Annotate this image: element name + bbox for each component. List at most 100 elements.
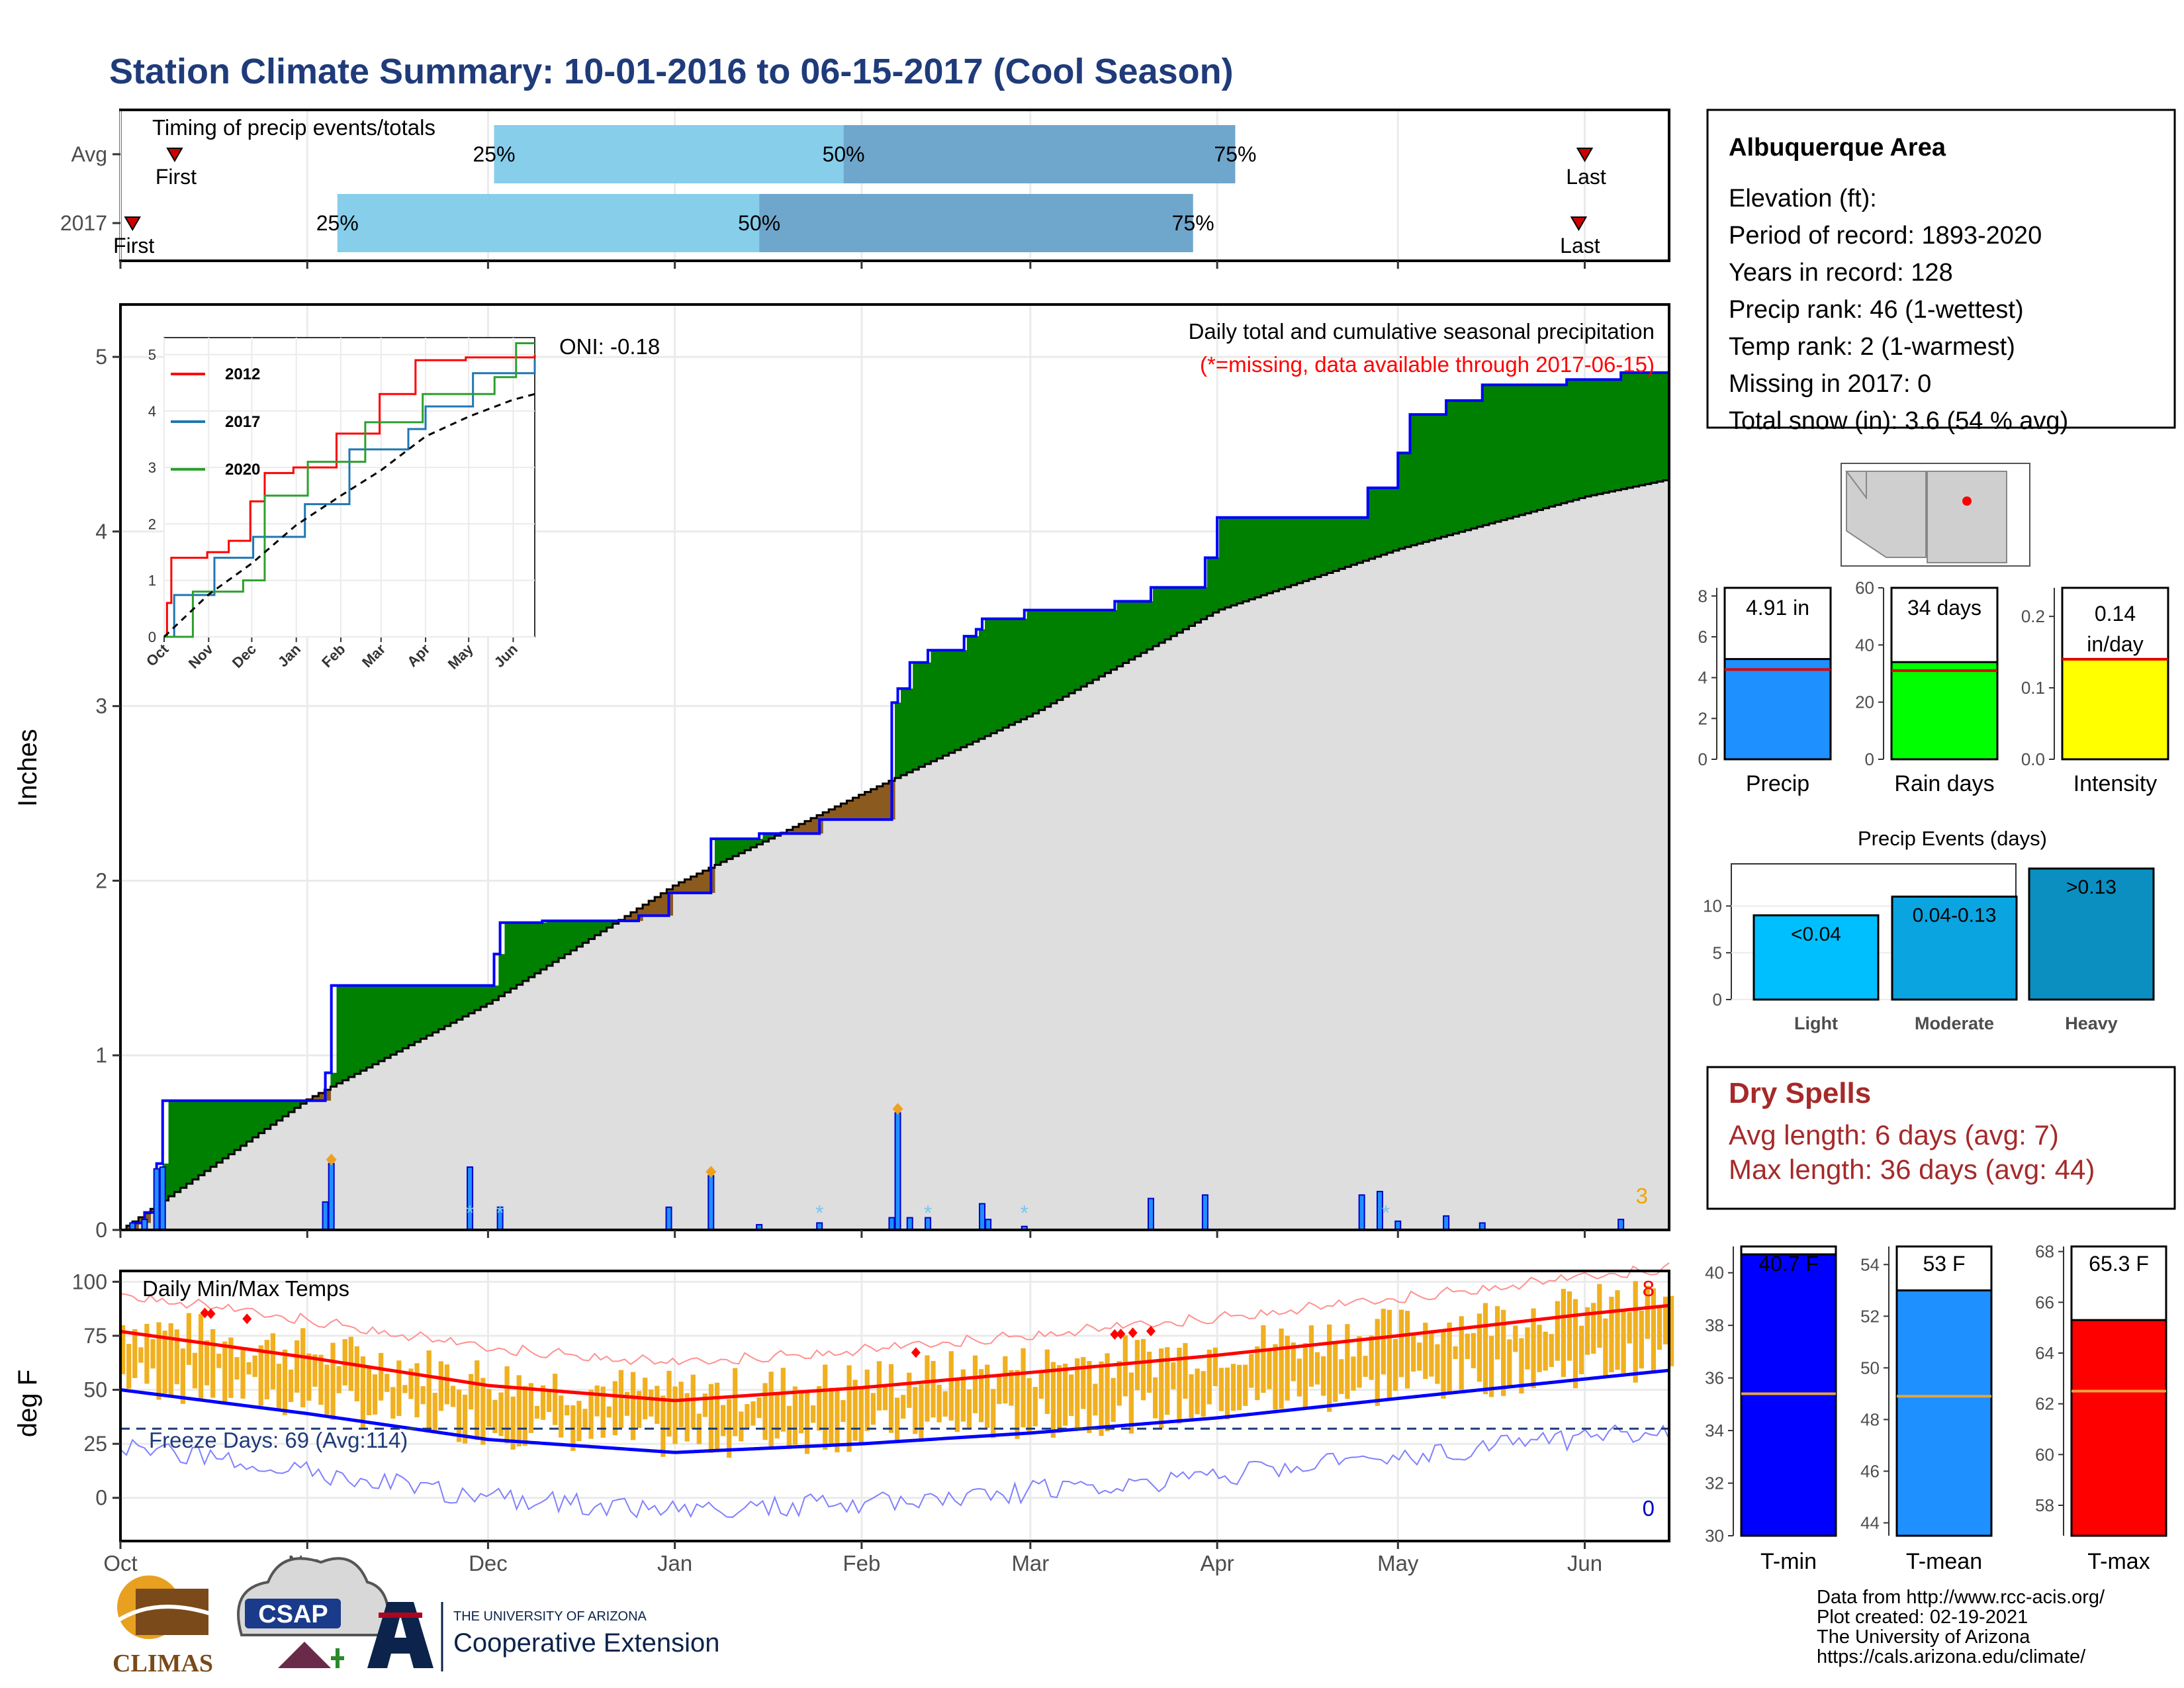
daily-temp-bar — [739, 1411, 744, 1442]
precip-y-tick-label: 5 — [95, 345, 107, 369]
daily-temp-bar — [1387, 1309, 1392, 1399]
daily-temp-bar — [168, 1323, 173, 1398]
precip-y-tick-label: 2 — [95, 868, 107, 892]
daily-temp-bar — [300, 1328, 306, 1407]
daily-temp-bar — [1302, 1343, 1308, 1408]
daily-temp-bar — [1375, 1319, 1380, 1406]
timing-bar-q50-75 — [759, 194, 1193, 252]
daily-temp-bar — [1615, 1290, 1620, 1370]
snow-day-marker: * — [496, 1201, 504, 1225]
daily-precip-bar — [1617, 1219, 1625, 1231]
daily-temp-bar — [354, 1346, 359, 1401]
daily-temp-bar — [270, 1333, 275, 1389]
daily-precip-bar — [153, 1168, 160, 1231]
daily-temp-bar — [1567, 1291, 1572, 1361]
date-axis-tick-label: Jan — [657, 1551, 692, 1575]
daily-temp-bar — [1578, 1325, 1584, 1374]
dry-spells-avg: Avg length: 6 days (avg: 7) — [1729, 1119, 2059, 1150]
inset-y-tick-label: 1 — [148, 573, 156, 589]
daily-temp-bar — [1447, 1322, 1452, 1392]
timing-p25-label: 25% — [473, 142, 515, 166]
daily-temp-bar — [1177, 1347, 1182, 1424]
daily-precip-bar — [1201, 1194, 1208, 1231]
date-axis-tick-label: Mar — [1011, 1551, 1049, 1575]
oni-value: ONI: -0.18 — [559, 334, 660, 359]
climas-logo-mesa — [136, 1589, 208, 1635]
record-high-marker — [1146, 1325, 1156, 1336]
daily-temp-bar — [1345, 1324, 1350, 1399]
daily-temp-bar — [714, 1382, 720, 1452]
daily-temp-bar — [522, 1386, 527, 1446]
daily-temp-bar — [1543, 1331, 1548, 1371]
daily-temp-bar — [480, 1378, 486, 1445]
timing-p75-label: 75% — [1214, 142, 1256, 166]
daily-temp-bar — [1075, 1358, 1080, 1429]
precip-panel-frame — [119, 303, 1670, 1231]
summary-bar-tick-label: 60 — [1855, 578, 1874, 598]
temp-panel: 0 25 50 75 100 deg F Daily Min/Max Temps Fre… — [13, 1262, 1674, 1542]
daily-temp-bar — [540, 1385, 546, 1420]
temp-bar-tick-label: 44 — [1860, 1513, 1880, 1532]
csap-logo-text: CSAP — [258, 1601, 328, 1628]
temp-y-label: deg F — [13, 1370, 42, 1437]
date-axis-tick-label: Apr — [1200, 1551, 1234, 1575]
daily-temp-bar — [1314, 1352, 1320, 1385]
daily-temp-bar — [649, 1389, 654, 1417]
daily-temp-bar — [1308, 1325, 1314, 1387]
timing-p75-label: 75% — [1172, 211, 1214, 235]
daily-temp-bar — [546, 1391, 552, 1413]
daily-temp-bar — [360, 1356, 366, 1429]
daily-temp-bar — [1351, 1356, 1356, 1391]
inset-series-line-2012 — [164, 354, 536, 638]
daily-temp-bar — [1537, 1325, 1542, 1372]
daily-temp-bar — [132, 1329, 138, 1378]
daily-temp-bar — [438, 1361, 443, 1411]
temp-bar-tick-label: 62 — [2035, 1394, 2054, 1414]
timing-panel-title: Timing of precip events/totals — [152, 115, 435, 140]
daily-temp-bar — [678, 1382, 684, 1427]
daily-temp-bar — [612, 1381, 617, 1436]
date-axis-tick-label: Oct — [103, 1551, 137, 1575]
summary-bar-name: Rain days — [1894, 771, 1994, 796]
daily-temp-bar — [919, 1384, 924, 1442]
daily-temp-bar — [1603, 1318, 1608, 1378]
average-cumulative-area — [120, 480, 1669, 1230]
summary-bar-precip — [1723, 658, 1832, 761]
daily-temp-bar — [1032, 1387, 1038, 1427]
events-y-tick-label: 10 — [1703, 896, 1722, 916]
daily-temp-bar — [1429, 1333, 1434, 1377]
station-info-line: Elevation (ft): — [1729, 185, 1877, 212]
daily-temp-bar — [1044, 1349, 1050, 1414]
record-low-count: 0 — [1643, 1496, 1655, 1521]
daily-temp-bar — [985, 1364, 990, 1429]
record-precip-marker — [326, 1153, 337, 1166]
daily-temp-bar — [1555, 1301, 1560, 1361]
daily-temp-bar — [997, 1374, 1002, 1404]
daily-temp-bar — [811, 1405, 816, 1423]
csap-logo-banner — [245, 1599, 341, 1628]
average-max-temp-line — [120, 1303, 1670, 1403]
temp-y-tick-label: 0 — [95, 1486, 107, 1510]
snow-day-marker: * — [1382, 1201, 1390, 1225]
daily-temp-bar — [882, 1384, 888, 1411]
daily-temp-bar — [823, 1364, 828, 1450]
daily-temp-bar — [486, 1389, 492, 1427]
temp-bar-tick-label: 38 — [1705, 1315, 1724, 1335]
daily-temp-bar — [1609, 1296, 1614, 1373]
daily-temp-bar — [1471, 1333, 1476, 1368]
daily-temp-bar — [222, 1341, 228, 1402]
daily-temp-bar — [516, 1375, 522, 1447]
daily-temp-bar — [396, 1360, 402, 1417]
daily-precip-bar — [985, 1219, 992, 1231]
daily-temp-bar — [456, 1389, 462, 1442]
daily-temp-bar — [1050, 1362, 1056, 1438]
daily-temp-bar — [1494, 1306, 1500, 1360]
daily-temp-bar — [1279, 1328, 1284, 1409]
daily-temp-bar — [1441, 1329, 1446, 1399]
precip-event-bar-moderate — [1891, 895, 2018, 1001]
daily-temp-bar — [1482, 1303, 1488, 1395]
precip-event-category: Heavy — [2065, 1013, 2118, 1033]
precip-event-bar-label: <0.04 — [1791, 923, 1841, 945]
summary-bar-tick-label: 20 — [1855, 692, 1874, 712]
daily-temp-bar — [835, 1387, 840, 1452]
